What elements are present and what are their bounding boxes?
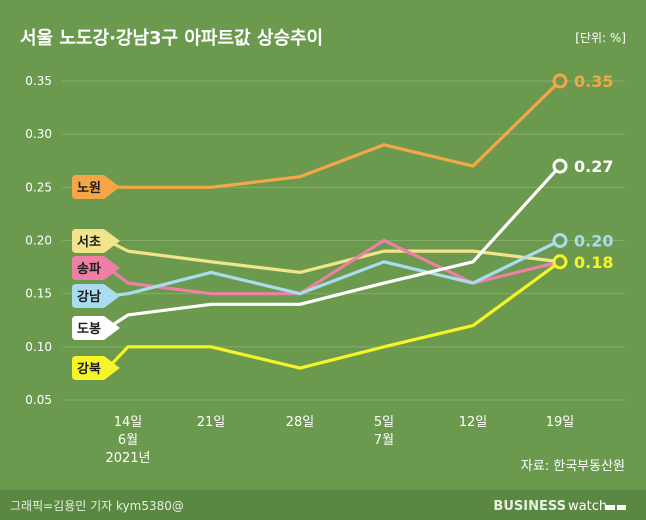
- series-tag-label: 송파: [77, 262, 101, 277]
- series-tag: [72, 316, 120, 340]
- end-point-marker: [552, 233, 568, 248]
- source-label: 자료: 한국부동산원: [521, 459, 625, 474]
- series-tag-label: 서초: [77, 235, 101, 250]
- series-tag-label: 도봉: [77, 322, 101, 337]
- x-tick-label: 14일: [114, 415, 143, 430]
- x-month-label: 2021년: [105, 451, 150, 466]
- series-line: [106, 260, 562, 370]
- series-tag: [72, 256, 120, 280]
- y-tick-label: 0.30: [25, 127, 52, 141]
- x-tick-label: 19일: [546, 415, 575, 430]
- x-tick-label: 28일: [286, 415, 315, 430]
- end-points: 0.35 0.20 0.27 0.18: [552, 72, 613, 272]
- end-value-label: 0.18: [574, 253, 613, 272]
- series-tag-label: 노원: [77, 181, 101, 196]
- y-tick-label: 0.20: [25, 234, 52, 248]
- series-tag: [72, 356, 120, 380]
- y-tick-label: 0.10: [25, 340, 52, 354]
- series-line: [106, 164, 562, 330]
- x-month-label: 7월: [374, 433, 394, 448]
- series-tag: [72, 175, 120, 199]
- series-line: [106, 239, 562, 274]
- end-value-label: 0.20: [574, 232, 613, 251]
- series-tag-label: 강북: [77, 361, 101, 377]
- end-point-marker: [552, 254, 568, 270]
- end-point-marker: [552, 73, 568, 89]
- axes: 0.35 0.30 0.25 0.20 0.15 0.10 0.05 14일 21일 28일 5일 1…: [25, 74, 574, 466]
- series-tag-label: 강남: [77, 289, 101, 305]
- y-tick-label: 0.35: [25, 74, 52, 88]
- x-tick-label: 12일: [459, 415, 488, 430]
- brand-logo-mark: [617, 505, 626, 510]
- series-line: [106, 238, 562, 298]
- brand-logo-mark: [606, 505, 615, 510]
- footer-bar: [0, 490, 646, 520]
- chart-title: 서울 노도강·강남3구 아파트값 상승추이: [20, 28, 323, 49]
- credit-label: 그래픽=김용민 기자 kym5380@: [10, 499, 184, 513]
- series-tag: [72, 229, 120, 253]
- y-tick-label: 0.25: [25, 180, 52, 194]
- x-month-label: 6월: [118, 433, 138, 448]
- x-tick-label: 5일: [374, 415, 394, 430]
- brand-logo-bold: BUSINESS: [493, 499, 566, 514]
- series-lines: [106, 79, 562, 370]
- x-tick-label: 21일: [197, 415, 226, 430]
- series-line: [106, 79, 562, 189]
- end-value-label: 0.27: [574, 157, 613, 176]
- y-tick-label: 0.15: [25, 287, 52, 301]
- unit-label: [단위: %]: [575, 31, 626, 45]
- brand-logo-light: watch: [568, 499, 607, 514]
- end-point-marker: [552, 158, 568, 174]
- y-tick-label: 0.05: [25, 393, 52, 407]
- series-tag: [72, 284, 120, 308]
- end-value-label: 0.35: [574, 72, 613, 91]
